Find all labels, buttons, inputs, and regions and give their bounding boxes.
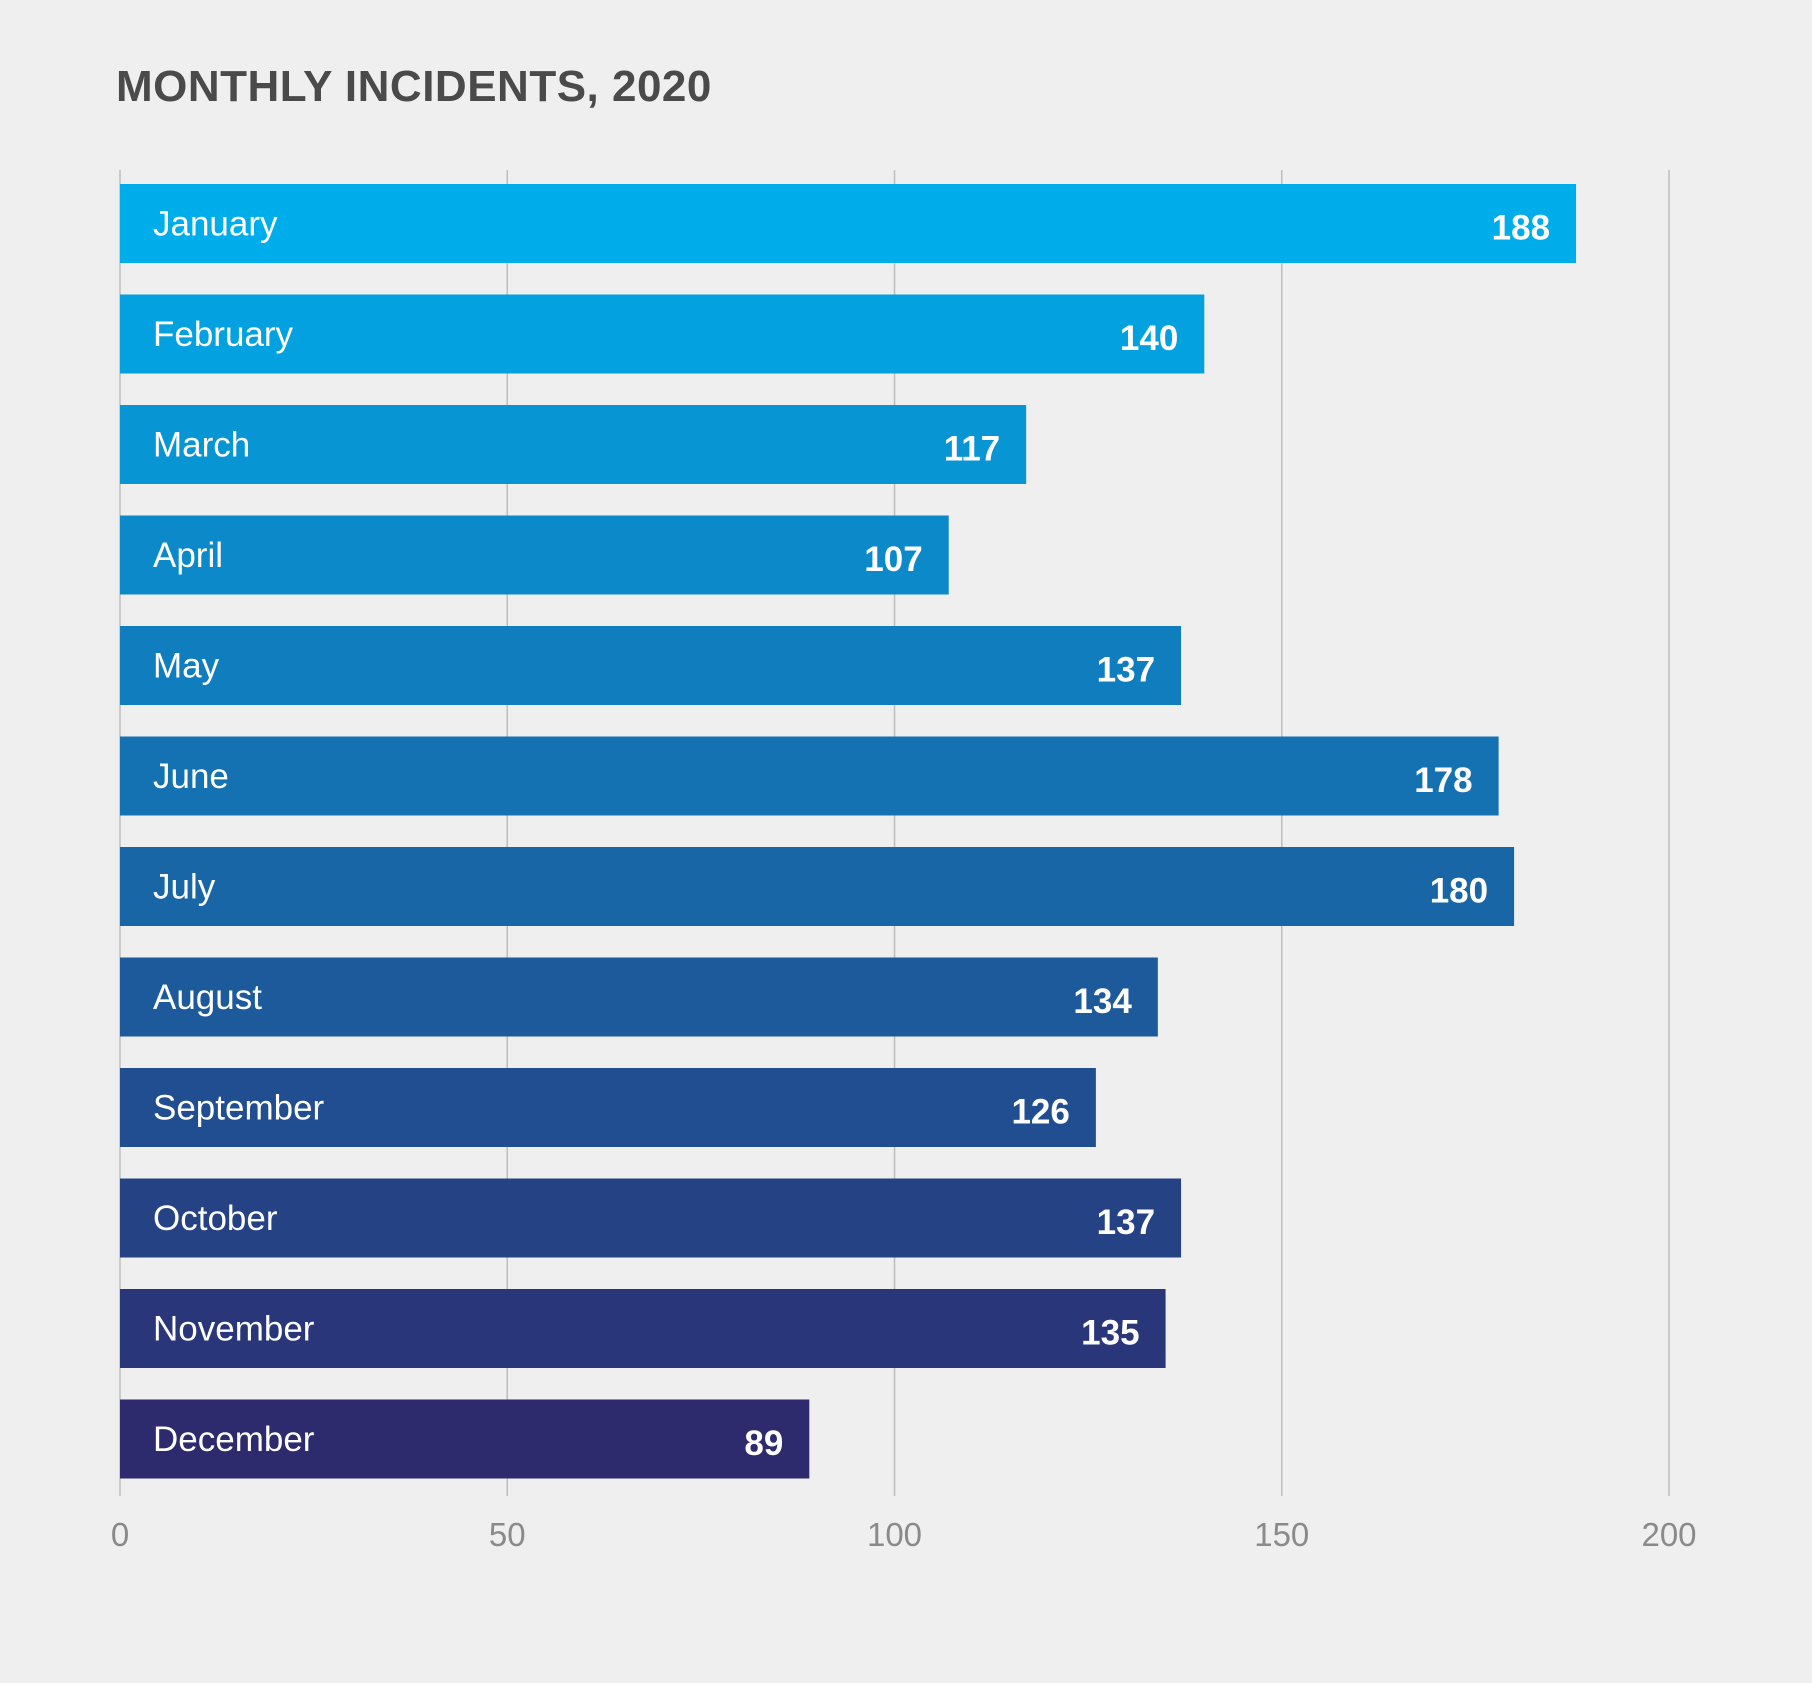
bar-group-february: February 140 [120, 294, 1205, 374]
category-label-march: March [153, 426, 250, 465]
bar-december [120, 1399, 810, 1479]
category-label-august: August [153, 978, 262, 1017]
category-label-january: January [153, 205, 278, 244]
bar-group-july: July 180 [120, 847, 1515, 926]
bar-january [120, 184, 1577, 263]
bar-august [120, 957, 1158, 1037]
value-label-may: 137 [1097, 651, 1155, 690]
category-label-october: October [153, 1199, 278, 1238]
bar-september [120, 1068, 1096, 1147]
bar-group-january: January 188 [120, 184, 1577, 263]
x-tick-label-0: 0 [111, 1516, 129, 1553]
category-label-july: July [153, 868, 216, 907]
value-label-july: 180 [1430, 872, 1488, 911]
grid [119, 170, 1670, 1496]
bar-june [120, 736, 1499, 816]
category-label-november: November [153, 1310, 315, 1349]
value-label-november: 135 [1081, 1314, 1139, 1353]
category-label-february: February [153, 315, 294, 354]
bar-group-september: September 126 [120, 1068, 1096, 1147]
value-label-october: 137 [1097, 1203, 1155, 1242]
value-label-june: 178 [1414, 761, 1472, 800]
value-label-september: 126 [1011, 1093, 1069, 1132]
x-tick-label-100: 100 [867, 1516, 922, 1553]
value-label-december: 89 [744, 1424, 783, 1463]
x-tick-label-50: 50 [489, 1516, 526, 1553]
x-tick-label-150: 150 [1254, 1516, 1309, 1553]
bar-group-october: October 137 [120, 1178, 1182, 1258]
value-label-february: 140 [1120, 319, 1178, 358]
value-label-april: 107 [864, 540, 922, 579]
category-label-april: April [153, 536, 223, 575]
bar-may [120, 626, 1182, 705]
bar-october [120, 1178, 1182, 1258]
bar-group-november: November 135 [120, 1289, 1166, 1368]
bar-april [120, 515, 949, 595]
bar-group-december: December 89 [120, 1399, 810, 1479]
category-label-may: May [153, 647, 220, 686]
category-label-june: June [153, 757, 229, 796]
value-label-january: 188 [1492, 209, 1550, 248]
bar-group-june: June 178 [120, 736, 1499, 816]
chart-title: MONTHLY INCIDENTS, 2020 [116, 62, 712, 111]
bar-group-march: March 117 [120, 405, 1027, 484]
category-label-september: September [153, 1089, 325, 1128]
x-axis-ticks: 0 50 100 150 200 [111, 1516, 1697, 1553]
category-label-december: December [153, 1420, 315, 1459]
value-label-march: 117 [944, 430, 1000, 469]
bars: January 188 February 140 March 117 April 107 May… [120, 184, 1577, 1479]
bar-group-august: August 134 [120, 957, 1158, 1037]
value-label-august: 134 [1073, 982, 1132, 1021]
x-tick-label-200: 200 [1641, 1516, 1696, 1553]
bar-group-april: April 107 [120, 515, 949, 595]
bar-july [120, 847, 1515, 926]
bar-november [120, 1289, 1166, 1368]
bar-february [120, 294, 1205, 374]
bar-march [120, 405, 1027, 484]
bar-group-may: May 137 [120, 626, 1182, 705]
